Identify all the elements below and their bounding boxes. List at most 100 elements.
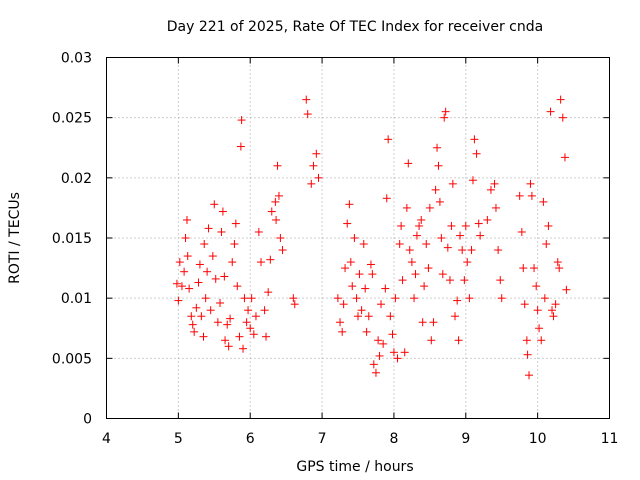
data-point	[381, 284, 390, 293]
data-point	[376, 300, 385, 309]
data-point	[180, 267, 189, 276]
data-point	[211, 274, 220, 283]
data-point	[405, 246, 414, 255]
data-point	[273, 161, 282, 170]
data-point	[400, 348, 409, 357]
data-point	[346, 258, 355, 267]
data-point	[542, 240, 551, 249]
data-point	[389, 348, 398, 357]
data-point	[562, 285, 571, 294]
data-point	[240, 294, 249, 303]
data-point	[404, 159, 413, 168]
data-point	[216, 298, 225, 307]
x-tick-label: 9	[461, 431, 470, 447]
data-point	[177, 282, 186, 291]
data-point	[415, 221, 424, 230]
data-point	[352, 294, 361, 303]
data-point	[188, 320, 197, 329]
data-point	[348, 282, 357, 291]
data-point	[333, 294, 342, 303]
data-point	[526, 179, 535, 188]
data-point	[549, 312, 558, 321]
data-point	[453, 296, 462, 305]
data-point	[434, 161, 443, 170]
data-point	[438, 270, 447, 279]
data-point	[420, 282, 429, 291]
data-point	[174, 296, 183, 305]
data-point	[362, 327, 371, 336]
data-point	[262, 332, 271, 341]
data-point	[190, 327, 199, 336]
data-point	[338, 327, 347, 336]
data-point	[398, 276, 407, 285]
data-point	[520, 300, 529, 309]
data-point	[431, 185, 440, 194]
data-point	[402, 203, 411, 212]
data-point	[221, 336, 230, 345]
data-point	[497, 294, 506, 303]
data-point	[470, 135, 479, 144]
data-point	[220, 272, 229, 281]
data-point	[467, 246, 476, 255]
axis-ticks	[106, 57, 610, 419]
data-point	[532, 282, 541, 291]
x-tick-label: 5	[174, 431, 183, 447]
data-point	[447, 221, 456, 230]
data-point	[267, 207, 276, 216]
x-tick-label: 10	[529, 431, 547, 447]
data-point	[440, 113, 449, 122]
data-point	[201, 294, 210, 303]
data-point	[274, 191, 283, 200]
y-tick-label: 0.03	[61, 51, 92, 67]
data-point	[289, 294, 298, 303]
data-point	[544, 221, 553, 230]
data-point	[422, 240, 431, 249]
data-point	[369, 360, 378, 369]
data-point	[458, 246, 467, 255]
data-point	[276, 234, 285, 242]
data-point	[523, 350, 532, 359]
data-point	[476, 231, 485, 240]
data-point	[411, 270, 420, 279]
data-point	[427, 336, 436, 345]
data-point	[441, 107, 450, 116]
data-point	[494, 246, 503, 255]
data-point	[336, 318, 345, 327]
data-point	[200, 240, 209, 249]
data-point	[468, 176, 477, 185]
y-tick-label: 0.025	[52, 111, 92, 127]
data-point	[407, 258, 416, 267]
data-point	[517, 227, 526, 236]
x-tick-label: 6	[246, 431, 255, 447]
data-point	[379, 339, 388, 348]
data-point	[451, 312, 460, 321]
data-point	[374, 336, 383, 345]
data-point	[187, 312, 196, 321]
data-point	[236, 142, 245, 151]
data-point	[350, 234, 359, 242]
data-point	[233, 282, 242, 291]
data-point	[197, 312, 206, 321]
data-point	[515, 191, 524, 200]
data-point	[237, 116, 246, 125]
data-point	[410, 294, 419, 303]
data-point	[251, 312, 260, 321]
data-point	[551, 300, 560, 309]
data-point	[247, 294, 256, 303]
data-point	[530, 264, 539, 273]
data-point	[553, 258, 562, 267]
data-point	[525, 371, 534, 380]
data-point	[546, 107, 555, 116]
data-point	[555, 264, 564, 273]
data-point	[264, 288, 273, 297]
data-point	[244, 306, 253, 315]
data-point	[208, 252, 217, 261]
data-point	[522, 336, 531, 345]
chart-title: Day 221 of 2025, Rate Of TEC Index for r…	[167, 19, 543, 35]
data-point	[242, 318, 251, 327]
data-point	[199, 332, 208, 341]
data-point	[359, 240, 368, 249]
data-point	[425, 203, 434, 212]
data-point	[345, 200, 354, 209]
data-point	[228, 258, 237, 267]
